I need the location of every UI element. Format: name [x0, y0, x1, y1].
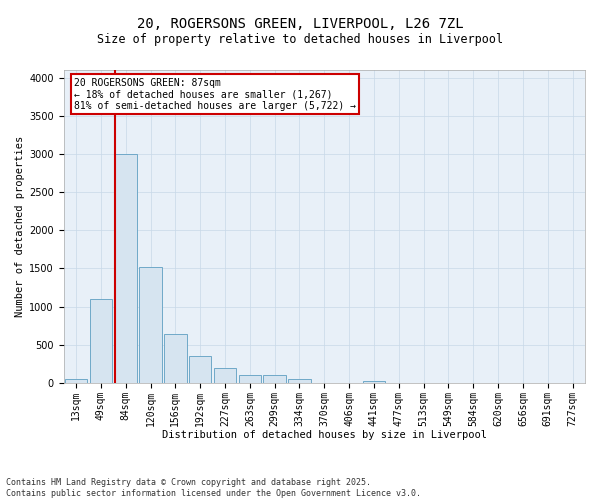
Bar	[139, 267, 162, 383]
Bar	[214, 368, 236, 383]
Bar	[65, 379, 87, 383]
Bar	[189, 356, 211, 383]
Text: Contains HM Land Registry data © Crown copyright and database right 2025.
Contai: Contains HM Land Registry data © Crown c…	[6, 478, 421, 498]
Bar	[363, 381, 385, 383]
Bar	[90, 299, 112, 383]
Text: 20 ROGERSONS GREEN: 87sqm
← 18% of detached houses are smaller (1,267)
81% of se: 20 ROGERSONS GREEN: 87sqm ← 18% of detac…	[74, 78, 356, 111]
X-axis label: Distribution of detached houses by size in Liverpool: Distribution of detached houses by size …	[162, 430, 487, 440]
Bar	[164, 334, 187, 383]
Y-axis label: Number of detached properties: Number of detached properties	[15, 136, 25, 317]
Text: Size of property relative to detached houses in Liverpool: Size of property relative to detached ho…	[97, 32, 503, 46]
Bar	[115, 154, 137, 383]
Text: 20, ROGERSONS GREEN, LIVERPOOL, L26 7ZL: 20, ROGERSONS GREEN, LIVERPOOL, L26 7ZL	[137, 18, 463, 32]
Bar	[263, 376, 286, 383]
Bar	[239, 376, 261, 383]
Bar	[289, 379, 311, 383]
